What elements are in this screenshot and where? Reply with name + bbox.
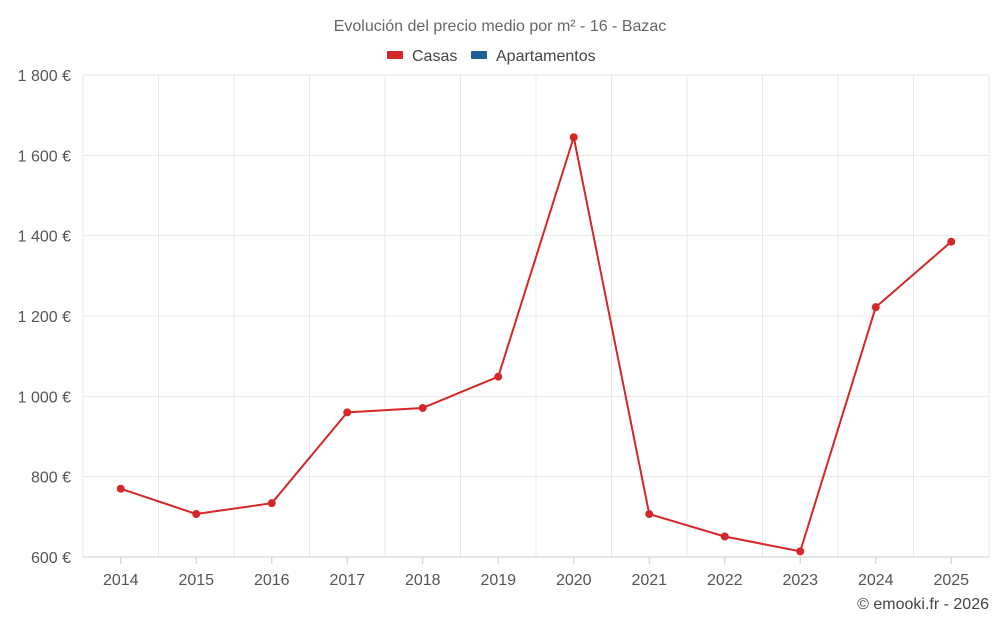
data-point-casas[interactable] (947, 237, 956, 246)
x-tick-label: 2018 (405, 572, 441, 589)
data-point-casas[interactable] (343, 408, 352, 417)
x-tick-label: 2017 (329, 572, 365, 589)
legend-label-casas: Casas (412, 48, 457, 65)
y-tick-label: 600 € (31, 550, 71, 567)
data-point-casas[interactable] (645, 510, 654, 519)
x-tick-label: 2020 (556, 572, 592, 589)
x-tick-label: 2023 (782, 572, 818, 589)
data-point-casas[interactable] (720, 532, 729, 541)
grid (82, 74, 990, 557)
x-tick-label: 2021 (631, 572, 667, 589)
legend-item-apartamentos[interactable]: Apartamentos (471, 48, 596, 65)
data-point-casas[interactable] (569, 133, 578, 142)
data-point-casas[interactable] (796, 547, 805, 556)
x-tick-label: 2024 (858, 572, 894, 589)
chart-title: Evolución del precio medio por m² - 16 -… (334, 18, 667, 35)
y-axis: 600 € 800 € 1 000 € 1 200 € 1 400 € 1 600 € 1 … (18, 68, 71, 567)
legend-swatch-apartamentos (471, 51, 487, 59)
y-tick-label: 1 200 € (18, 309, 71, 326)
data-point-casas[interactable] (267, 499, 276, 508)
x-tick-label: 2014 (103, 572, 139, 589)
x-tick-label: 2016 (254, 572, 290, 589)
credit-text: © emooki.fr - 2026 (857, 596, 989, 613)
x-tick-label: 2022 (707, 572, 743, 589)
data-point-casas[interactable] (418, 403, 427, 412)
x-axis: 2014 2015 2016 2017 2018 2019 2020 2021 2022 2023… (83, 556, 989, 589)
legend: Casas Apartamentos (387, 48, 596, 65)
y-tick-label: 1 600 € (18, 148, 71, 165)
y-tick-label: 1 000 € (18, 389, 71, 406)
y-tick-label: 1 800 € (18, 68, 71, 85)
series-line-casas (120, 136, 952, 553)
legend-item-casas[interactable]: Casas (387, 48, 457, 65)
data-point-casas[interactable] (116, 484, 125, 493)
data-point-casas[interactable] (192, 510, 201, 519)
plot-area (116, 133, 956, 556)
x-tick-label: 2015 (178, 572, 214, 589)
x-tick-label: 2019 (480, 572, 516, 589)
y-tick-label: 800 € (31, 470, 71, 487)
legend-label-apartamentos: Apartamentos (496, 48, 596, 65)
data-point-casas[interactable] (871, 303, 880, 312)
x-tick-label: 2025 (933, 572, 969, 589)
data-point-casas[interactable] (494, 372, 503, 381)
legend-swatch-casas (387, 51, 403, 59)
y-tick-label: 1 400 € (18, 229, 71, 246)
